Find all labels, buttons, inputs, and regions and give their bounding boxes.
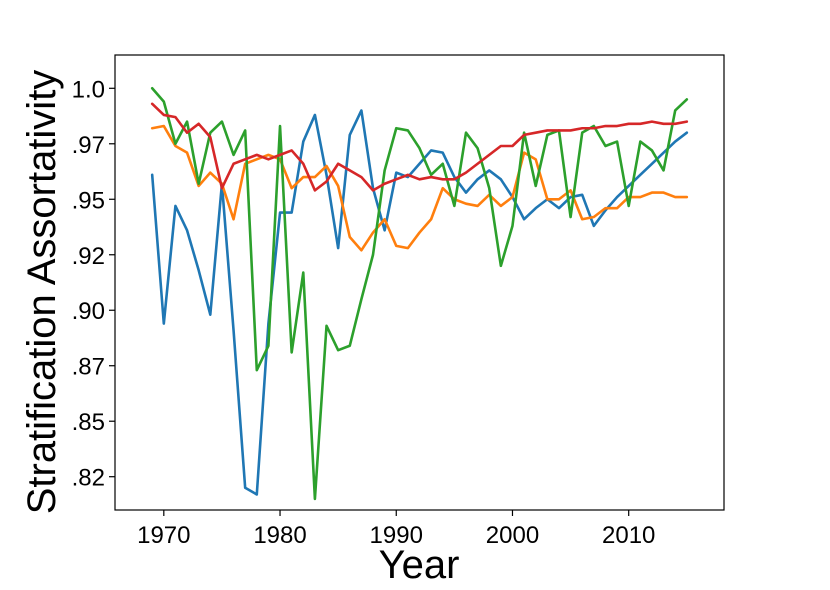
y-tick-label: .87 xyxy=(72,354,105,381)
y-tick-label: .92 xyxy=(72,243,105,270)
series-line-4 xyxy=(150,102,689,192)
x-tick-label: 1980 xyxy=(253,522,306,549)
y-tick-label: .85 xyxy=(72,409,105,436)
y-tick-label: 1.0 xyxy=(72,76,105,103)
plot-frame xyxy=(114,54,725,511)
x-axis: 1970 1980 1990 2000 2010 xyxy=(137,510,655,549)
x-tick-label: 2010 xyxy=(602,522,655,549)
series-line-3 xyxy=(150,86,689,501)
y-tick-label: .95 xyxy=(72,187,105,214)
y-axis-title: Stratification Assortativity xyxy=(20,70,64,515)
x-tick-label: 2000 xyxy=(486,522,539,549)
x-axis-title: Year xyxy=(379,543,460,587)
x-tick-label: 1970 xyxy=(137,522,190,549)
y-axis: .82 .85 .87 .90 .92 .95 .97 1.0 xyxy=(72,76,115,492)
x-tick-label: 1990 xyxy=(370,522,423,549)
series-layer xyxy=(150,86,689,501)
y-tick-label: .82 xyxy=(72,465,105,492)
series-line-2 xyxy=(150,124,689,252)
y-tick-label: .90 xyxy=(72,298,105,325)
series-line-1 xyxy=(150,109,689,496)
y-tick-label: .97 xyxy=(72,132,105,159)
